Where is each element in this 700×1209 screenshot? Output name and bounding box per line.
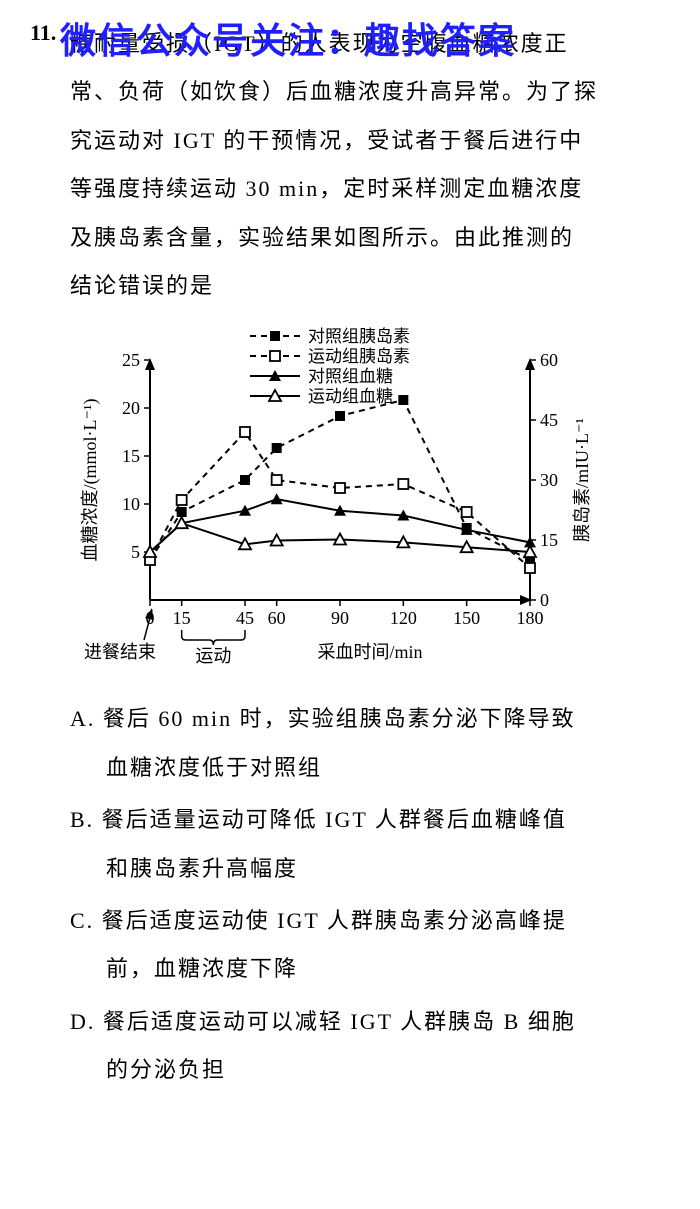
svg-text:90: 90 [331,608,349,628]
option-line: B. 餐后适量运动可降低 IGT 人群餐后血糖峰值 [70,796,670,844]
option-line: 血糖浓度低于对照组 [106,744,670,792]
chart-figure: 015456090120150180510152025015304560血糖浓度… [60,320,620,685]
option-a: A. 餐后 60 min 时，实验组胰岛素分泌下降导致 血糖浓度低于对照组 [70,695,670,792]
svg-text:对照组血糖: 对照组血糖 [308,367,393,386]
svg-text:20: 20 [122,398,140,418]
option-line: 的分泌负担 [106,1046,670,1094]
option-line: 和胰岛素升高幅度 [106,845,670,893]
option-d: D. 餐后适度运动可以减轻 IGT 人群胰岛 B 细胞 的分泌负担 [70,998,670,1095]
svg-text:45: 45 [540,410,558,430]
svg-text:进餐结束: 进餐结束 [84,642,156,662]
answer-options: A. 餐后 60 min 时，实验组胰岛素分泌下降导致 血糖浓度低于对照组 B.… [70,695,670,1094]
stem-line: 等强度持续运动 30 min，定时采样测定血糖浓度 [70,165,670,213]
svg-text:0: 0 [540,590,549,610]
svg-text:采血时间/min: 采血时间/min [317,642,422,662]
option-c: C. 餐后适度运动使 IGT 人群胰岛素分泌高峰提 前，血糖浓度下降 [70,897,670,994]
svg-text:45: 45 [236,608,254,628]
svg-text:15: 15 [540,530,558,550]
option-line: D. 餐后适度运动可以减轻 IGT 人群胰岛 B 细胞 [70,998,670,1046]
stem-line: 结论错误的是 [70,262,670,310]
svg-text:60: 60 [268,608,286,628]
svg-text:对照组胰岛素: 对照组胰岛素 [308,327,410,346]
svg-text:5: 5 [131,542,140,562]
svg-text:60: 60 [540,350,558,370]
svg-text:15: 15 [122,446,140,466]
svg-text:150: 150 [453,608,480,628]
svg-text:25: 25 [122,350,140,370]
question-number: 11. [30,20,56,46]
option-line: A. 餐后 60 min 时，实验组胰岛素分泌下降导致 [70,695,670,743]
svg-text:血糖浓度/(mmol·L⁻¹): 血糖浓度/(mmol·L⁻¹) [80,399,101,562]
svg-text:120: 120 [390,608,417,628]
svg-text:15: 15 [173,608,191,628]
svg-text:运动组血糖: 运动组血糖 [308,387,393,406]
svg-text:运动组胰岛素: 运动组胰岛素 [308,347,410,366]
stem-line: 常、负荷（如饮食）后血糖浓度升高异常。为了探 [70,68,670,116]
stem-line: 及胰岛素含量，实验结果如图所示。由此推测的 [70,214,670,262]
watermark-overlay: 微信公众号关注：趣找答案 [60,12,516,64]
svg-text:胰岛素/mIU·L⁻¹: 胰岛素/mIU·L⁻¹ [572,418,592,542]
svg-text:10: 10 [122,494,140,514]
svg-text:180: 180 [517,608,544,628]
option-b: B. 餐后适量运动可降低 IGT 人群餐后血糖峰值 和胰岛素升高幅度 [70,796,670,893]
svg-text:运动: 运动 [195,646,231,666]
option-line: 前，血糖浓度下降 [106,945,670,993]
svg-text:30: 30 [540,470,558,490]
chart-svg: 015456090120150180510152025015304560血糖浓度… [60,320,620,680]
option-line: C. 餐后适度运动使 IGT 人群胰岛素分泌高峰提 [70,897,670,945]
stem-line: 究运动对 IGT 的干预情况，受试者于餐后进行中 [70,117,670,165]
